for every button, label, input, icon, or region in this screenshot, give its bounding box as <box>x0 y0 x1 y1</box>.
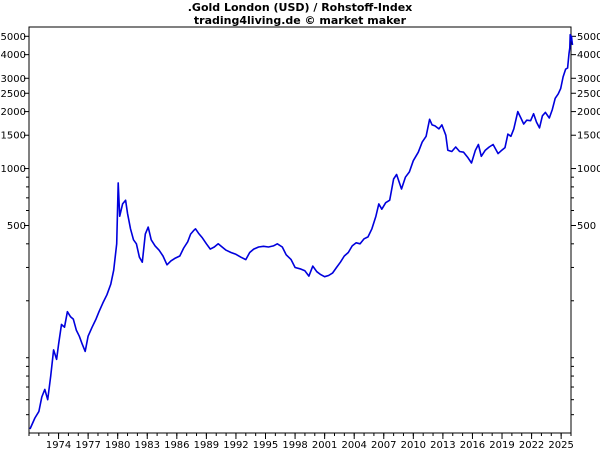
y-tick-label-right: 5000 <box>577 32 600 43</box>
y-tick-label-left: 1000 <box>1 164 26 175</box>
y-tick-label-right: 1500 <box>577 131 600 142</box>
y-tick-label-left: 500 <box>7 221 26 232</box>
y-tick-label-left: 2500 <box>1 89 26 100</box>
y-tick-label-left: 1500 <box>1 131 26 142</box>
y-tick-label-right: 1000 <box>577 164 600 175</box>
x-tick-label: 2019 <box>489 440 514 450</box>
chart-title: .Gold London (USD) / Rohstoff-Index <box>187 1 413 14</box>
x-tick-label: 1977 <box>75 440 100 450</box>
y-tick-label-left: 5000 <box>1 32 26 43</box>
x-tick-label: 1986 <box>164 440 189 450</box>
x-tick-label: 1983 <box>135 440 160 450</box>
y-axis-right: 5000 4000 3000 2500 2000 1500 1000 500 <box>571 32 600 416</box>
x-tick-label: 2016 <box>460 440 485 450</box>
x-tick-label: 2007 <box>371 440 396 450</box>
x-tick-label: 2004 <box>341 440 366 450</box>
x-tick-label: 1998 <box>282 440 307 450</box>
x-tick-label: 1989 <box>194 440 219 450</box>
x-tick-label: 2001 <box>312 440 337 450</box>
y-tick-label-right: 4000 <box>577 50 600 61</box>
x-tick-label: 1992 <box>223 440 248 450</box>
y-tick-label-right: 2500 <box>577 89 600 100</box>
series-group <box>29 33 574 430</box>
x-tick-label: 1980 <box>105 440 130 450</box>
x-tick-label: 2010 <box>401 440 426 450</box>
y-tick-label-left: 3000 <box>1 74 26 85</box>
series-line-gold-price <box>29 33 574 430</box>
x-tick-label: 2025 <box>548 440 573 450</box>
x-axis: 1974 1977 1980 1983 1986 1989 1992 1995 1998 2001… <box>28 433 574 450</box>
plot-border <box>28 26 572 434</box>
x-tick-label: 2013 <box>430 440 455 450</box>
plot-frame <box>28 26 572 434</box>
x-tick-label: 1974 <box>46 440 71 450</box>
y-tick-label-right: 2000 <box>577 107 600 118</box>
x-tick-label: 2022 <box>519 440 544 450</box>
y-tick-label-left: 4000 <box>1 50 26 61</box>
chart-subtitle: trading4living.de © market maker <box>193 14 407 27</box>
y-axis-left: 5000 4000 3000 2500 2000 1500 1000 500 <box>1 32 29 416</box>
y-tick-label-left: 2000 <box>1 107 26 118</box>
y-tick-label-right: 500 <box>577 221 596 232</box>
y-tick-label-right: 3000 <box>577 74 600 85</box>
x-tick-label: 1995 <box>253 440 278 450</box>
